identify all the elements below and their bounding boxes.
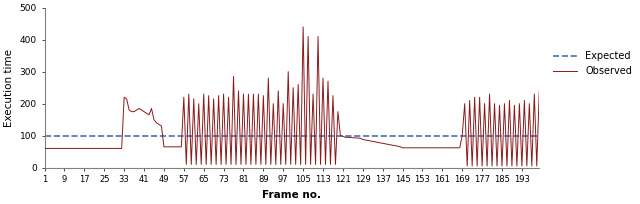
Observed bbox=[61, 147, 68, 150]
Observed bbox=[70, 147, 78, 150]
Expected bbox=[38, 134, 46, 137]
Observed bbox=[132, 109, 140, 111]
Observed bbox=[516, 102, 524, 105]
Line: Observed: Observed bbox=[45, 27, 540, 166]
Expected bbox=[41, 134, 49, 137]
Observed bbox=[498, 165, 506, 167]
X-axis label: Frame no.: Frame no. bbox=[262, 190, 321, 200]
Observed bbox=[300, 26, 307, 28]
Observed bbox=[463, 165, 471, 167]
Legend: Expected, Observed: Expected, Observed bbox=[549, 47, 636, 80]
Observed bbox=[173, 146, 180, 148]
Y-axis label: Execution time: Execution time bbox=[4, 49, 14, 127]
Observed bbox=[41, 147, 49, 150]
Observed bbox=[536, 90, 543, 92]
